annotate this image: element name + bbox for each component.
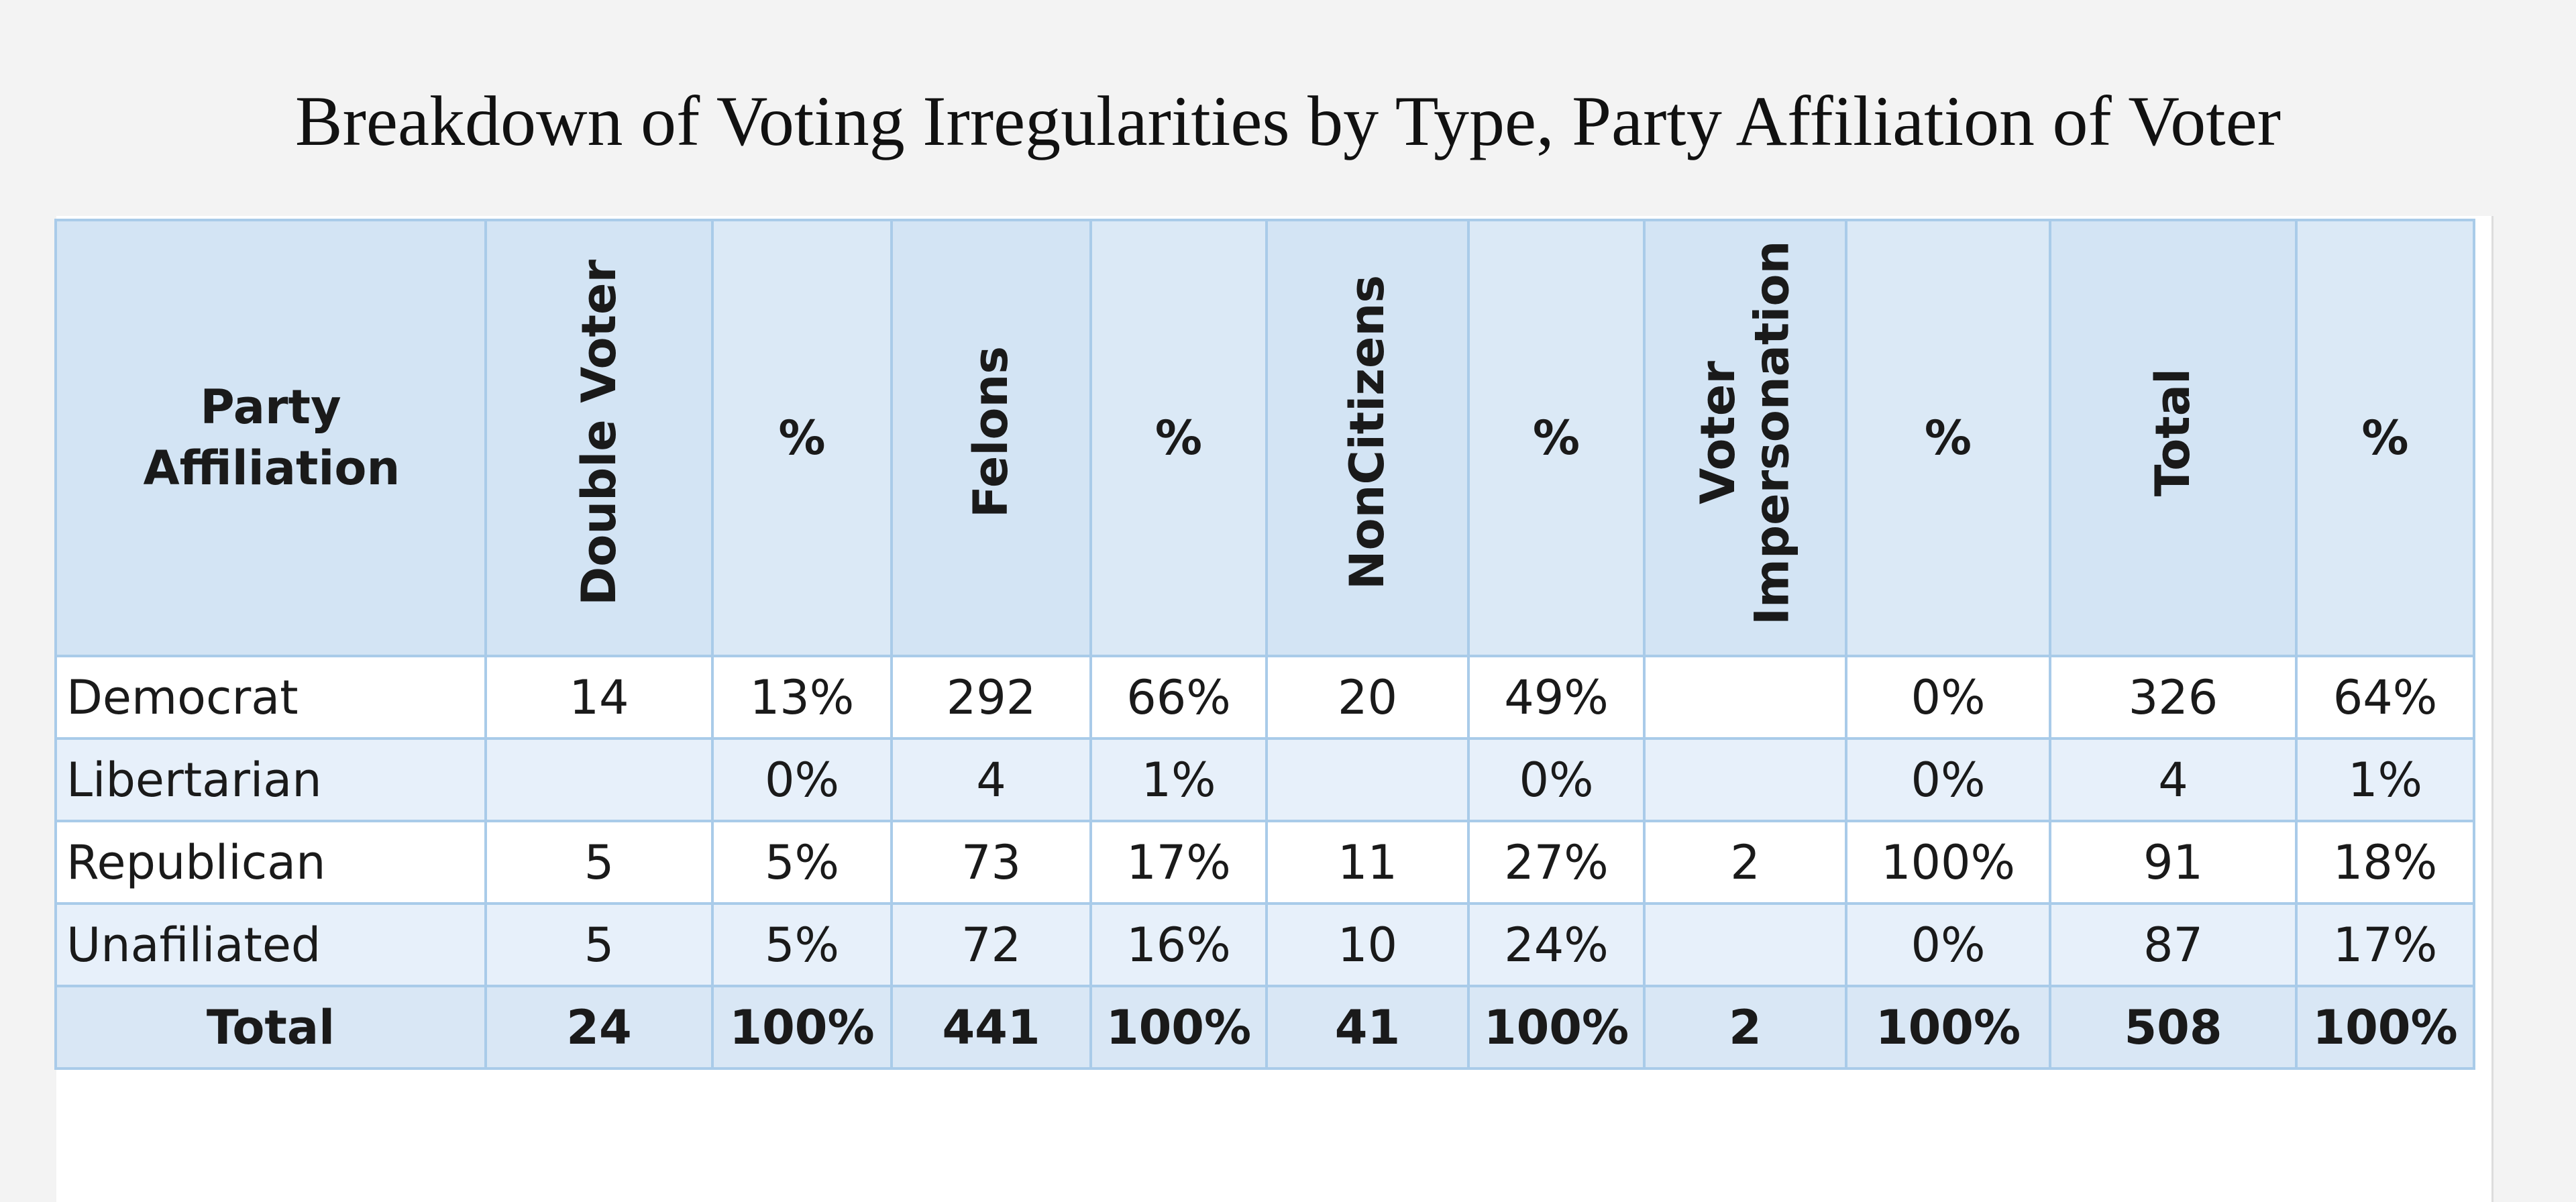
cell: 66% — [1089, 655, 1268, 740]
cell: 87 — [2049, 902, 2298, 987]
header-cell: Voter Impersonation — [1643, 219, 1847, 657]
total-row: Total 24 100% 441 100% 41 100% 2 100% 508 100% — [54, 985, 2475, 1070]
cell: 64% — [2295, 655, 2475, 740]
cell — [1265, 737, 1470, 822]
title: Breakdown of Voting Irregularities by Ty… — [294, 82, 2282, 160]
cell: 10 — [1265, 902, 1470, 987]
header-cell: Double Voter — [484, 219, 714, 657]
header-text: Party Affiliation — [143, 380, 400, 496]
table: Party Affiliation Double Voter% Felons% Non… — [54, 219, 2475, 1070]
cell: 0% — [711, 737, 893, 822]
row-label: Republican — [54, 820, 487, 905]
cell: 16% — [1089, 902, 1268, 987]
cell: 100% — [1845, 820, 2051, 905]
header-cell: % — [1467, 219, 1646, 657]
header-text: Double Voter — [571, 259, 627, 606]
header-text: Total — [2145, 368, 2201, 497]
cell: 100% — [2295, 985, 2475, 1070]
cell: 5% — [711, 902, 893, 987]
cell: 0% — [1845, 655, 2051, 740]
cell: 91 — [2049, 820, 2298, 905]
header-cell: % — [711, 219, 893, 657]
cell: 27% — [1467, 820, 1646, 905]
row-label: Libertarian — [54, 737, 487, 822]
cell — [1643, 902, 1847, 987]
cell: 72 — [890, 902, 1092, 987]
cell: 73 — [890, 820, 1092, 905]
data-row: Democrat 14 13% 292 66% 20 49% 0% 326 64% — [54, 655, 2475, 740]
cell: 1% — [2295, 737, 2475, 822]
header-text: % — [2361, 411, 2409, 466]
header-cell: Party Affiliation — [54, 219, 487, 657]
data-row: Libertarian 0% 4 1% 0% 0% 4 1% — [54, 737, 2475, 822]
cell: 17% — [2295, 902, 2475, 987]
cell: 100% — [1089, 985, 1268, 1070]
header-text: % — [778, 411, 826, 466]
cell: 100% — [711, 985, 893, 1070]
row-label: Total — [54, 985, 487, 1070]
cell: 4 — [890, 737, 1092, 822]
header-text: % — [1532, 411, 1580, 466]
cell — [1643, 737, 1847, 822]
header-text: % — [1155, 411, 1203, 466]
cell: 1% — [1089, 737, 1268, 822]
cell: 18% — [2295, 820, 2475, 905]
header-row: Party Affiliation Double Voter% Felons% Non… — [54, 219, 2475, 657]
cell: 20 — [1265, 655, 1470, 740]
cell: 292 — [890, 655, 1092, 740]
cell: 100% — [1845, 985, 2051, 1070]
cell: 0% — [1845, 902, 2051, 987]
cell: 100% — [1467, 985, 1646, 1070]
cell: 2 — [1643, 820, 1847, 905]
header-text: % — [1924, 411, 1972, 466]
data-row: Unafiliated 5 5% 72 16% 10 24% 0% 87 17% — [54, 902, 2475, 987]
cell: 0% — [1467, 737, 1646, 822]
row-label: Democrat — [54, 655, 487, 740]
cell: 4 — [2049, 737, 2298, 822]
cell: 13% — [711, 655, 893, 740]
cell — [484, 737, 714, 822]
row-label: Unafiliated — [54, 902, 487, 987]
cell: 14 — [484, 655, 714, 740]
header-text: Felons — [963, 346, 1019, 518]
cell: 11 — [1265, 820, 1470, 905]
cell — [1643, 655, 1847, 740]
header-text: Voter Impersonation — [1690, 239, 1800, 625]
cell: 5% — [711, 820, 893, 905]
header-cell: NonCitizens — [1265, 219, 1470, 657]
cell: 5 — [484, 820, 714, 905]
cell: 17% — [1089, 820, 1268, 905]
cell: 24% — [1467, 902, 1646, 987]
cell: 508 — [2049, 985, 2298, 1070]
cell: 49% — [1467, 655, 1646, 740]
cell: 5 — [484, 902, 714, 987]
header-text: NonCitizens — [1340, 274, 1395, 590]
header-cell: Total — [2049, 219, 2298, 657]
cell: 41 — [1265, 985, 1470, 1070]
header-cell: % — [1089, 219, 1268, 657]
header-cell: % — [2295, 219, 2475, 657]
cell: 2 — [1643, 985, 1847, 1070]
cell: 441 — [890, 985, 1092, 1070]
data-row: Republican 5 5% 73 17% 11 27% 2 100% 91 18% — [54, 820, 2475, 905]
header-cell: % — [1845, 219, 2051, 657]
cell: 0% — [1845, 737, 2051, 822]
cell: 24 — [484, 985, 714, 1070]
header-cell: Felons — [890, 219, 1092, 657]
cell: 326 — [2049, 655, 2298, 740]
